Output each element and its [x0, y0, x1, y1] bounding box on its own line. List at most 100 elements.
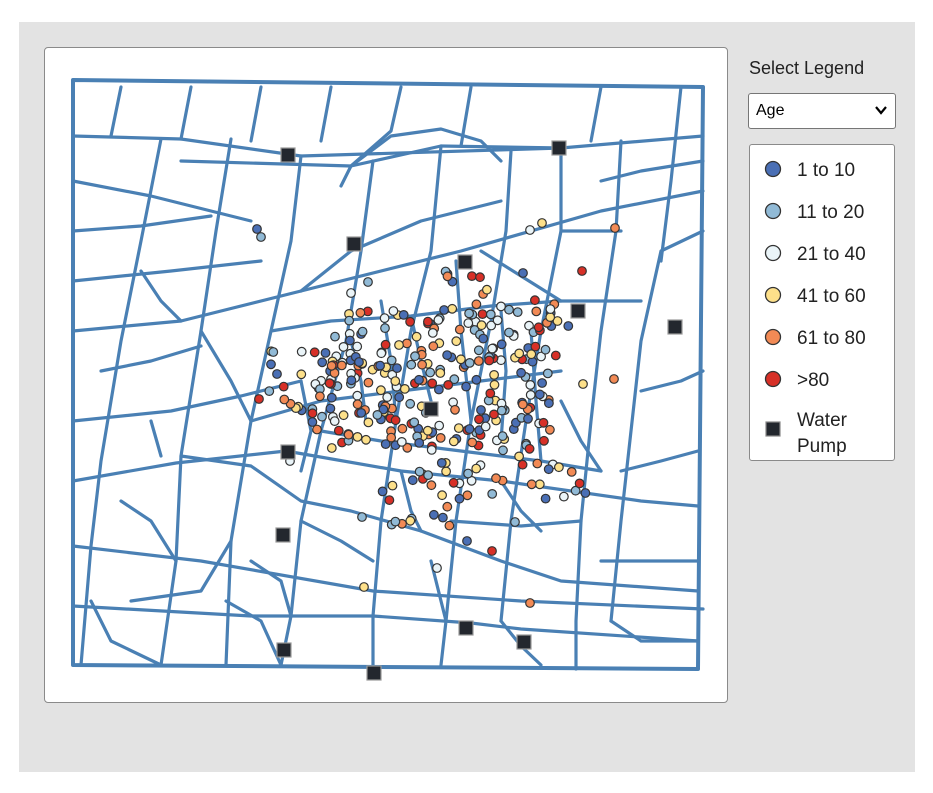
death-marker[interactable]	[473, 356, 484, 366]
death-marker[interactable]	[296, 346, 307, 357]
street-map[interactable]	[45, 48, 728, 703]
death-marker[interactable]	[525, 598, 535, 608]
water-pump-marker[interactable]	[366, 665, 382, 681]
death-marker[interactable]	[387, 480, 398, 491]
death-marker[interactable]	[566, 467, 577, 477]
death-marker[interactable]	[402, 338, 412, 349]
death-marker[interactable]	[552, 316, 563, 326]
death-marker[interactable]	[542, 368, 553, 379]
map-panel[interactable]	[44, 47, 728, 703]
death-marker[interactable]	[539, 435, 549, 446]
death-marker[interactable]	[317, 411, 327, 422]
death-marker[interactable]	[254, 394, 264, 404]
death-marker[interactable]	[471, 374, 482, 385]
death-marker[interactable]	[526, 479, 537, 490]
death-marker[interactable]	[357, 326, 368, 337]
death-marker[interactable]	[375, 360, 386, 371]
death-marker[interactable]	[346, 375, 357, 386]
death-marker[interactable]	[330, 331, 340, 342]
death-marker[interactable]	[394, 392, 405, 403]
death-marker[interactable]	[498, 445, 508, 456]
death-marker[interactable]	[307, 417, 318, 427]
death-marker[interactable]	[390, 415, 401, 426]
death-marker[interactable]	[384, 495, 395, 506]
death-marker[interactable]	[336, 360, 347, 371]
water-pump-marker[interactable]	[423, 401, 439, 417]
death-marker[interactable]	[525, 390, 536, 400]
death-marker[interactable]	[485, 388, 496, 399]
death-marker[interactable]	[563, 321, 574, 331]
death-marker[interactable]	[345, 335, 355, 346]
death-marker[interactable]	[386, 355, 397, 366]
death-marker[interactable]	[532, 458, 543, 469]
death-marker[interactable]	[550, 350, 561, 361]
death-marker[interactable]	[610, 223, 620, 233]
death-marker[interactable]	[537, 218, 547, 228]
death-marker[interactable]	[309, 347, 320, 358]
death-marker[interactable]	[396, 437, 407, 447]
death-marker[interactable]	[510, 517, 520, 527]
death-marker[interactable]	[307, 408, 318, 419]
death-marker[interactable]	[448, 477, 459, 488]
water-pump-marker[interactable]	[551, 140, 567, 156]
death-marker[interactable]	[406, 359, 417, 370]
death-marker[interactable]	[496, 339, 507, 350]
death-marker[interactable]	[534, 479, 545, 490]
death-marker[interactable]	[487, 489, 498, 499]
death-marker[interactable]	[570, 485, 581, 496]
death-marker[interactable]	[414, 374, 424, 385]
death-marker[interactable]	[524, 320, 534, 331]
death-marker[interactable]	[524, 443, 535, 454]
death-marker[interactable]	[411, 331, 422, 342]
death-marker[interactable]	[433, 315, 444, 325]
death-marker[interactable]	[438, 512, 448, 523]
death-marker[interactable]	[475, 272, 485, 283]
death-marker[interactable]	[405, 316, 416, 327]
death-marker[interactable]	[467, 271, 477, 282]
death-marker[interactable]	[405, 515, 416, 526]
death-marker[interactable]	[422, 425, 433, 436]
death-marker[interactable]	[516, 367, 527, 378]
death-marker[interactable]	[504, 327, 514, 338]
death-marker[interactable]	[266, 359, 276, 370]
legend-select[interactable]: Age	[748, 93, 896, 129]
death-marker[interactable]	[531, 306, 542, 317]
death-marker[interactable]	[354, 357, 364, 367]
death-marker[interactable]	[312, 424, 322, 435]
death-marker[interactable]	[486, 320, 497, 331]
water-pump-marker[interactable]	[280, 147, 296, 163]
water-pump-marker[interactable]	[516, 634, 532, 650]
death-marker[interactable]	[485, 309, 496, 320]
death-marker[interactable]	[476, 320, 487, 331]
death-marker[interactable]	[392, 363, 402, 374]
death-marker[interactable]	[435, 368, 446, 378]
death-marker[interactable]	[256, 232, 266, 242]
death-marker[interactable]	[394, 340, 404, 350]
death-marker[interactable]	[484, 355, 495, 366]
death-marker[interactable]	[474, 414, 484, 425]
death-marker[interactable]	[492, 315, 503, 326]
water-pump-marker[interactable]	[458, 620, 474, 636]
death-marker[interactable]	[442, 501, 453, 512]
death-marker[interactable]	[352, 432, 363, 442]
death-marker[interactable]	[454, 493, 465, 504]
death-marker[interactable]	[525, 380, 536, 390]
death-marker[interactable]	[517, 459, 528, 470]
death-marker[interactable]	[329, 416, 340, 427]
death-marker[interactable]	[357, 512, 367, 522]
death-marker[interactable]	[380, 339, 391, 350]
death-marker[interactable]	[343, 429, 354, 440]
death-marker[interactable]	[338, 410, 349, 421]
death-marker[interactable]	[464, 424, 475, 434]
death-marker[interactable]	[480, 421, 491, 432]
death-marker[interactable]	[477, 309, 488, 320]
death-marker[interactable]	[514, 348, 525, 359]
death-marker[interactable]	[441, 466, 452, 477]
death-marker[interactable]	[402, 442, 413, 453]
death-marker[interactable]	[398, 310, 409, 320]
death-marker[interactable]	[388, 306, 399, 316]
death-marker[interactable]	[496, 405, 507, 416]
death-marker[interactable]	[545, 312, 556, 323]
water-pump-marker[interactable]	[276, 642, 292, 658]
death-marker[interactable]	[414, 438, 425, 448]
